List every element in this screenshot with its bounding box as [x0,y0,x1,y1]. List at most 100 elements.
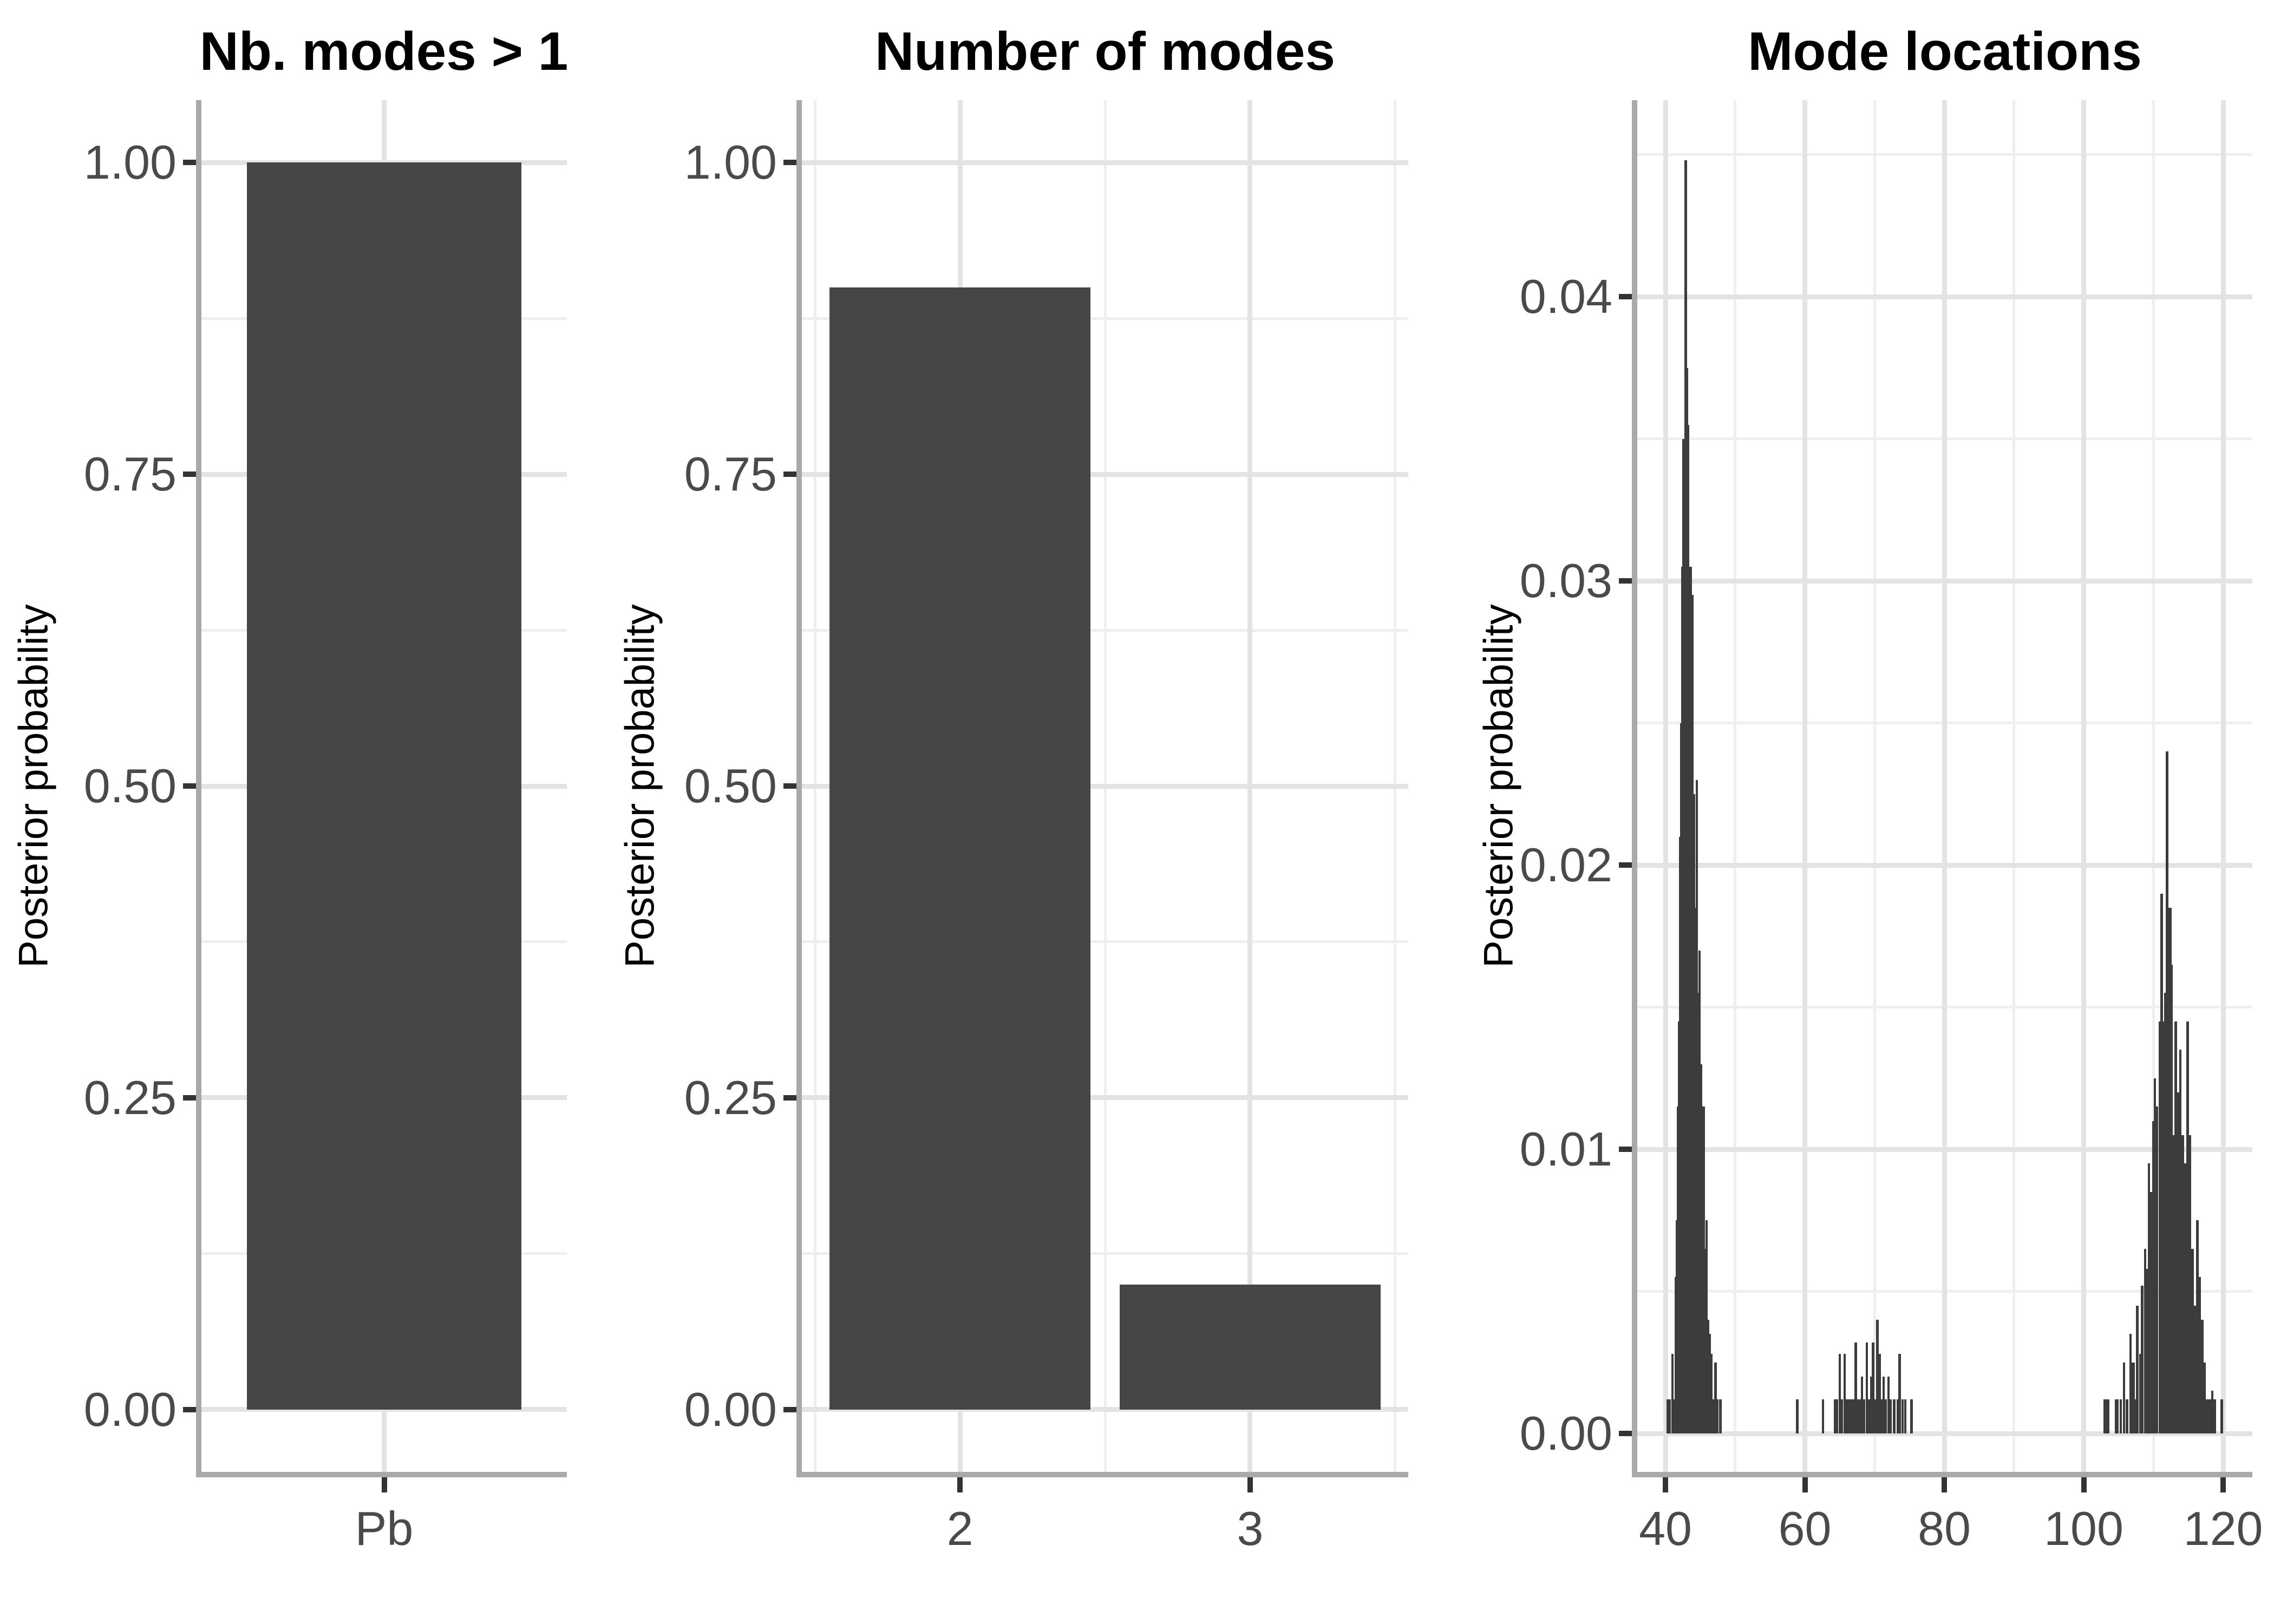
mode-location-spike [1666,1399,1669,1434]
mode-location-spike [2147,1163,2151,1434]
y-tick-label: 0.00 [1519,1406,1612,1461]
mode-location-spike [2119,1399,2122,1434]
mode-location-spike [2211,1391,2214,1434]
mode-location-spike [1884,1399,1887,1434]
mode-location-spike [2206,1399,2208,1434]
mode-location-spike [1872,1343,1874,1434]
mode-location-spike [2196,1220,2199,1434]
mode-location-spike [1876,1320,1879,1434]
y-tick-mark [183,472,196,477]
mode-location-spike [2114,1399,2118,1434]
y-tick-mark [183,1406,196,1412]
y-tick-mark [783,1095,796,1101]
y-tick-label: 1.00 [684,135,777,189]
mode-location-spike [1845,1399,1848,1434]
x-tick-mark [381,1477,387,1492]
x-tick-label: 60 [1778,1502,1832,1555]
y-axis-line [796,100,802,1477]
gridline-minor-x [1734,100,1737,1472]
mode-location-spike [2174,1021,2177,1434]
mode-location-spike [1712,1399,1715,1434]
mode-location-spike [2220,1399,2223,1434]
y-tick-mark [783,783,796,789]
mode-location-spike [2134,1399,2137,1434]
mode-location-spike [2126,1399,2128,1434]
mode-location-spike [1835,1399,1838,1434]
mode-location-spike [2155,1106,2158,1434]
y-axis-line [196,100,201,1477]
y-tick-mark [183,1095,196,1101]
mode-location-spike [1867,1399,1871,1434]
mode-location-spike [1840,1399,1843,1434]
x-tick-label: 120 [2183,1502,2263,1555]
mode-location-spike [2107,1399,2109,1434]
x-tick-mark [2220,1477,2226,1492]
mode-location-spike [1847,1399,1850,1434]
mode-location-spike [1860,1377,1864,1434]
x-tick-mark [2081,1477,2087,1492]
mode-location-spike [1708,1334,1711,1434]
bar [829,287,1091,1410]
mode-location-spike [1697,993,1700,1434]
mode-location-spike [1693,907,1698,1434]
mode-location-spike [2166,907,2172,1434]
mode-location-spike [1838,1354,1841,1434]
y-axis-line [1632,100,1637,1477]
mode-location-spike [1719,1399,1722,1434]
mode-location-spike [2184,1163,2187,1434]
x-tick-label: 2 [946,1502,973,1555]
mode-location-spike [1833,1399,1837,1434]
x-tick-label: 40 [1639,1502,1692,1555]
gridline-minor-x [2012,100,2016,1472]
mode-location-spike [1687,566,1692,1434]
mode-location-spike [2141,1286,2144,1434]
gridline-major-y [802,1407,1408,1412]
mode-location-spike [1901,1399,1904,1434]
gridline-major-y [802,472,1408,477]
y-tick-label: 0.02 [1519,838,1612,892]
mode-location-spike [2162,1021,2165,1434]
gridline-major-y [802,1095,1408,1101]
y-tick-mark [783,1406,796,1412]
mode-location-spike [1707,1320,1709,1434]
gridline-major-x [1663,100,1668,1472]
x-axis-line [1632,1472,2252,1477]
mode-location-spike [2116,1399,2119,1434]
mode-location-spike [2152,1121,2155,1434]
mode-location-spike [1904,1399,1907,1434]
mode-location-spike [1714,1362,1717,1434]
mode-location-spike [2188,1135,2192,1434]
mode-location-spike [2136,1305,2139,1434]
mode-location-spike [2164,993,2167,1434]
mode-location-spike [1796,1399,1799,1434]
mode-location-spike [1668,1399,1671,1434]
x-tick-label: Pb [355,1502,414,1555]
mode-location-spike [2181,1135,2184,1434]
gridline-major-x [2220,100,2226,1472]
x-tick-mark [1663,1477,1669,1492]
mode-location-spike [2139,1354,2142,1434]
mode-location-spike [1671,1354,1674,1434]
mode-location-spike [1878,1354,1881,1434]
y-tick-label: 0.25 [684,1070,777,1124]
panel-title-mode-locations: Mode locations [1748,21,2142,82]
mode-location-spike [1893,1399,1896,1434]
x-tick-mark [1942,1477,1948,1492]
y-tick-mark [1619,862,1632,868]
y-tick-mark [1619,1431,1632,1437]
mode-location-spike [2208,1399,2211,1434]
mode-location-spike [1704,1248,1707,1434]
mode-location-spike [2186,1021,2189,1434]
x-tick-mark [957,1477,963,1492]
mode-location-spike [2191,1248,2194,1434]
y-tick-label: 0.03 [1519,554,1612,608]
mode-location-spike [1685,368,1688,1434]
mode-location-spike [1889,1399,1892,1434]
gridline-major-y [802,160,1408,165]
mode-location-spike [1858,1399,1861,1434]
x-axis-line [196,1472,567,1477]
